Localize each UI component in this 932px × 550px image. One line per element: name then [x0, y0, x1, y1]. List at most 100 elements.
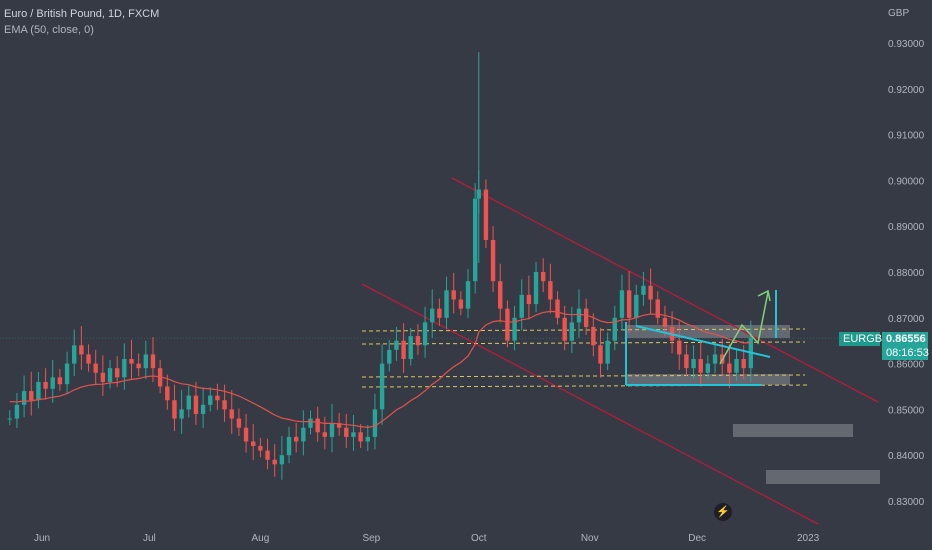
candle-body	[526, 294, 532, 305]
candle-body	[430, 308, 435, 323]
candle-body	[57, 377, 63, 385]
candle-body	[465, 281, 471, 309]
lightning-bolt-icon[interactable]: ⚡	[714, 503, 732, 521]
candle-body	[444, 290, 449, 318]
candle-body	[336, 423, 342, 428]
candle-body	[698, 359, 703, 373]
candle-body	[626, 290, 632, 318]
candle-body	[598, 345, 603, 364]
candle-body	[243, 427, 249, 442]
chart-title: Euro / British Pound, 1D, FXCM	[4, 8, 160, 20]
candle-body	[512, 317, 517, 341]
bar-countdown: 08:16:53	[882, 346, 929, 360]
candle-body	[458, 299, 464, 309]
candle-body	[401, 340, 406, 360]
x-tick-label: Aug	[251, 533, 269, 544]
candle-body	[36, 381, 41, 401]
candle-body	[655, 299, 660, 318]
candle-body	[43, 381, 48, 389]
candle-body	[519, 294, 524, 318]
candle-body	[215, 395, 220, 401]
candle-body	[641, 285, 646, 295]
candle-body	[648, 285, 653, 300]
candle-body	[165, 386, 170, 401]
indicator-legend[interactable]: EMA (50, close, 0)	[4, 24, 94, 36]
candle-body	[351, 432, 356, 437]
y-tick-label: 0.83000	[888, 497, 925, 508]
candle-body	[222, 400, 227, 410]
channel-lower-line	[361, 283, 819, 525]
candle-body	[272, 459, 277, 465]
candle-body	[483, 189, 489, 240]
candle-body	[136, 363, 141, 369]
y-tick-label: 0.91000	[888, 131, 925, 142]
candle-body	[293, 436, 299, 442]
candle-body	[365, 436, 370, 442]
candle-body	[7, 418, 12, 420]
candle-body	[677, 340, 682, 355]
support-dashed-line	[361, 374, 806, 378]
candle-body	[251, 441, 256, 447]
candle-body	[172, 400, 177, 419]
candle-body	[150, 354, 156, 369]
candle-body	[122, 359, 127, 378]
candle-body	[498, 281, 503, 309]
x-tick-label: Jul	[143, 533, 156, 544]
candle-body	[591, 326, 596, 346]
x-tick-label: 2023	[797, 533, 820, 544]
y-tick-label: 0.88000	[888, 268, 925, 279]
y-tick-label: 0.93000	[888, 39, 925, 50]
candle-body	[727, 363, 732, 373]
y-tick-label: 0.84000	[888, 451, 925, 462]
candle-body	[548, 281, 553, 300]
candle-body	[29, 391, 34, 401]
candle-body	[741, 359, 746, 369]
candle-body	[379, 363, 385, 410]
candle-body	[358, 432, 363, 442]
projection-arrowhead	[757, 289, 771, 302]
candle-body	[712, 354, 718, 364]
currency-label: GBP	[888, 8, 909, 19]
candle-body	[569, 322, 575, 341]
candle-body	[236, 418, 242, 428]
candle-body	[50, 377, 55, 389]
candle-body	[684, 354, 689, 369]
candle-body	[322, 432, 328, 437]
candle-body	[21, 391, 27, 405]
projection-path	[719, 291, 769, 365]
candle-body	[612, 317, 617, 341]
candle-body	[208, 395, 213, 405]
candle-body	[186, 395, 191, 410]
candle-body	[562, 317, 567, 341]
ema-line	[9, 310, 751, 429]
candle-body	[691, 359, 696, 369]
candle-body	[619, 290, 625, 318]
candle-body	[229, 409, 234, 419]
candle-body	[662, 317, 668, 327]
candle-body	[541, 272, 546, 282]
candle-body	[301, 427, 306, 442]
price-zone	[626, 325, 790, 338]
candle-body	[86, 354, 91, 364]
candle-body	[315, 418, 320, 433]
x-tick-label: Oct	[471, 533, 487, 544]
x-tick-label: Sep	[362, 533, 380, 544]
candle-body	[505, 308, 510, 341]
y-tick-label: 0.89000	[888, 222, 925, 233]
candle-body	[143, 354, 149, 369]
candle-body	[472, 198, 478, 282]
candle-body	[734, 359, 739, 373]
candle-body	[705, 363, 711, 373]
candle-body	[408, 336, 413, 360]
x-tick-label: Jun	[34, 533, 50, 544]
candle-body	[286, 436, 292, 456]
candle-body	[129, 359, 134, 364]
candle-body	[100, 372, 106, 382]
channel-upper-line	[451, 177, 879, 403]
candle-body	[179, 409, 184, 419]
candle-body	[576, 308, 582, 323]
candle-body	[329, 423, 335, 437]
candle-body	[394, 340, 399, 350]
candle-body	[437, 308, 442, 318]
